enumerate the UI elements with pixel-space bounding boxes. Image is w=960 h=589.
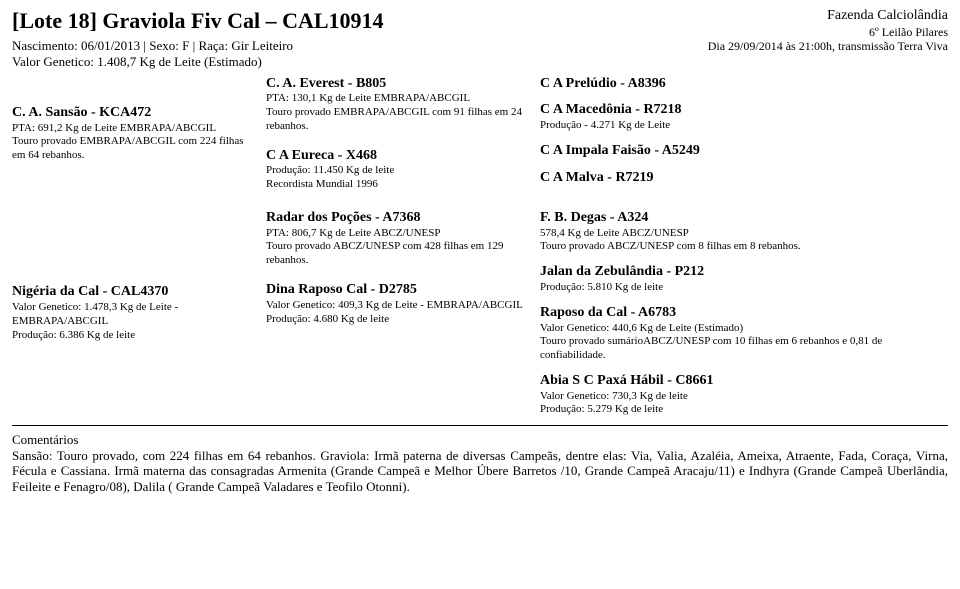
ssd-block: C A Macedônia - R7218 Produção - 4.271 K… [540,102,948,133]
header: [Lote 18] Graviola Fiv Cal – CAL10914 Na… [12,8,948,70]
sds-block: C A Impala Faisão - A5249 [540,143,948,160]
header-left: [Lote 18] Graviola Fiv Cal – CAL10914 Na… [12,8,708,70]
ds-name: Radar dos Poções - A7368 [266,210,526,227]
dd-block: Dina Raposo Cal - D2785 Valor Genetico: … [266,282,526,326]
sss-block: C A Prelúdio - A8396 [540,76,948,93]
birth-line: Nascimento: 06/01/2013 | Sexo: F | Raça:… [12,38,708,54]
pedigree-grid: C. A. Sansão - KCA472 PTA: 691,2 Kg de L… [12,76,948,418]
date-line: Dia 29/09/2014 às 21:00h, transmissão Te… [708,39,948,53]
sss-name: C A Prelúdio - A8396 [540,76,948,93]
dsd-name: Jalan da Zebulândia - P212 [540,264,948,281]
sire-cell: C. A. Sansão - KCA472 PTA: 691,2 Kg de L… [12,105,252,163]
ssd-l1: Produção - 4.271 Kg de Leite [540,119,948,133]
sdd-name: C A Malva - R7219 [540,170,948,187]
dam-l1: Valor Genetico: 1.478,3 Kg de Leite - EM… [12,301,248,329]
ddd-name: Abia S C Paxá Hábil - C8661 [540,373,948,390]
dss-block: F. B. Degas - A324 578,4 Kg de Leite ABC… [540,210,948,254]
dds-name: Raposo da Cal - A6783 [540,305,948,322]
sdd-block: C A Malva - R7219 [540,170,948,187]
dds-l2: Touro provado sumárioABCZ/UNESP com 10 f… [540,335,948,363]
ds-l2: Touro provado ABCZ/UNESP com 428 filhas … [266,240,526,268]
ddd-l1: Valor Genetico: 730,3 Kg de leite [540,390,948,404]
sire-l1: PTA: 691,2 Kg de Leite EMBRAPA/ABCGIL [12,122,248,136]
separator-line [12,425,948,426]
dam-cell: Nigéria da Cal - CAL4370 Valor Genetico:… [12,284,252,342]
gv-line: Valor Genetico: 1.408,7 Kg de Leite (Est… [12,54,708,70]
dss-l2: Touro provado ABCZ/UNESP com 8 filhas em… [540,240,948,254]
dds-l1: Valor Genetico: 440,6 Kg de Leite (Estim… [540,322,948,336]
header-right: Fazenda Calciolândia 6º Leilão Pilares D… [708,8,948,70]
sd-block: C A Eureca - X468 Produção: 11.450 Kg de… [266,148,526,192]
sd-l2: Recordista Mundial 1996 [266,178,526,192]
dam-right: F. B. Degas - A324 578,4 Kg de Leite ABC… [540,210,948,417]
dam-name: Nigéria da Cal - CAL4370 [12,284,248,301]
dsd-l1: Produção: 5.810 Kg de leite [540,281,948,295]
auction-name: 6º Leilão Pilares [708,25,948,39]
ss-l1: PTA: 130,1 Kg de Leite EMBRAPA/ABCGIL [266,92,526,106]
ddd-l2: Produção: 5.279 Kg de leite [540,403,948,417]
ss-name: C. A. Everest - B805 [266,76,526,93]
ssd-name: C A Macedônia - R7218 [540,102,948,119]
comments-body: Sansão: Touro provado, com 224 filhas em… [12,448,948,495]
ds-l1: PTA: 806,7 Kg de Leite ABCZ/UNESP [266,227,526,241]
ds-block: Radar dos Poções - A7368 PTA: 806,7 Kg d… [266,210,526,268]
dss-name: F. B. Degas - A324 [540,210,948,227]
ss-block: C. A. Everest - B805 PTA: 130,1 Kg de Le… [266,76,526,134]
dss-l1: 578,4 Kg de Leite ABCZ/UNESP [540,227,948,241]
dam-l2: Produção: 6.386 Kg de leite [12,329,248,343]
dd-name: Dina Raposo Cal - D2785 [266,282,526,299]
ss-l2: Touro provado EMBRAPA/ABCGIL com 91 filh… [266,106,526,134]
comments-title: Comentários [12,432,948,448]
lot-title: [Lote 18] Graviola Fiv Cal – CAL10914 [12,8,708,34]
sd-l1: Produção: 11.450 Kg de leite [266,164,526,178]
sd-name: C A Eureca - X468 [266,148,526,165]
dam-mid: Radar dos Poções - A7368 PTA: 806,7 Kg d… [266,210,526,417]
sire-name: C. A. Sansão - KCA472 [12,105,248,122]
farm-name: Fazenda Calciolândia [708,8,948,25]
sire-right: C A Prelúdio - A8396 C A Macedônia - R72… [540,76,948,192]
sds-name: C A Impala Faisão - A5249 [540,143,948,160]
sire-mid: C. A. Everest - B805 PTA: 130,1 Kg de Le… [266,76,526,192]
dsd-block: Jalan da Zebulândia - P212 Produção: 5.8… [540,264,948,295]
dd-l2: Produção: 4.680 Kg de leite [266,313,526,327]
ddd-block: Abia S C Paxá Hábil - C8661 Valor Geneti… [540,373,948,417]
dds-block: Raposo da Cal - A6783 Valor Genetico: 44… [540,305,948,363]
sire-l2: Touro provado EMBRAPA/ABCGIL com 224 fil… [12,135,248,163]
dd-l1: Valor Genetico: 409,3 Kg de Leite - EMBR… [266,299,526,313]
